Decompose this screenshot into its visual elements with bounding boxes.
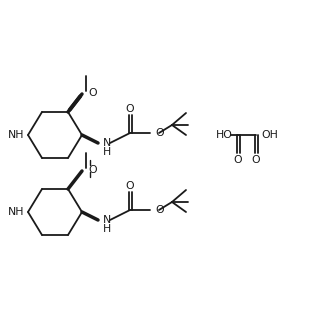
- Text: O: O: [155, 205, 164, 215]
- Text: O: O: [234, 155, 242, 165]
- Text: O: O: [88, 88, 97, 98]
- Text: N: N: [103, 138, 111, 148]
- Text: N: N: [103, 215, 111, 225]
- Text: O: O: [88, 165, 97, 175]
- Text: NH: NH: [8, 130, 24, 140]
- Text: O: O: [252, 155, 260, 165]
- Text: OH: OH: [261, 130, 278, 140]
- Text: HO: HO: [216, 130, 233, 140]
- Text: O: O: [155, 128, 164, 138]
- Text: O: O: [126, 181, 134, 191]
- Text: O: O: [126, 104, 134, 114]
- Text: H: H: [103, 147, 111, 157]
- Text: H: H: [103, 224, 111, 234]
- Text: NH: NH: [8, 207, 24, 217]
